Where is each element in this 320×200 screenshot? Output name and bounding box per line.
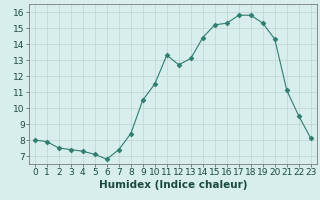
X-axis label: Humidex (Indice chaleur): Humidex (Indice chaleur) <box>99 180 247 190</box>
